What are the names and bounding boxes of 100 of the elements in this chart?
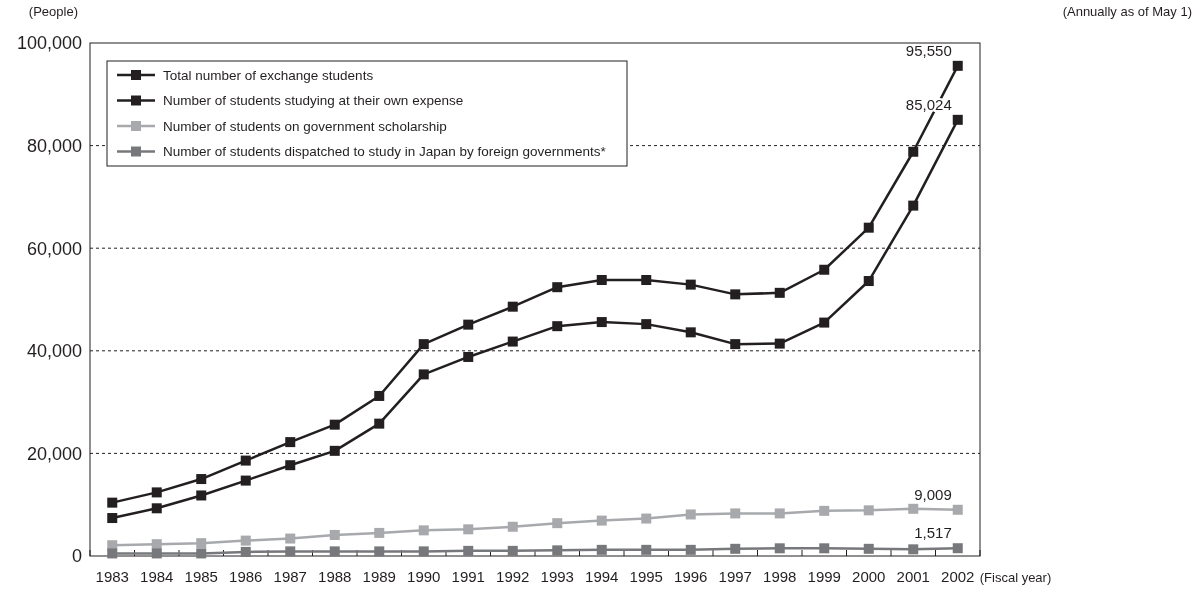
point [641,275,652,286]
point [329,529,340,540]
point [507,521,518,532]
point [774,543,785,554]
x-tick-label: 2002 [941,568,975,585]
data-label: 9,009 [914,485,952,503]
x-tick-label: 1990 [407,568,441,585]
point [685,279,696,290]
point [151,487,162,498]
point [730,543,741,554]
point [418,339,429,350]
x-tick-label: 1988 [318,568,352,585]
point [196,474,207,485]
point [285,533,296,544]
point [552,518,563,529]
point [863,543,874,554]
x-tick-label: 1983 [95,568,129,585]
point [240,455,251,466]
point [863,505,874,516]
point [507,301,518,312]
y-tick-label: 100,000 [16,33,82,54]
point [908,544,919,555]
point [552,545,563,556]
legend-label: Number of students dispatched to study in Japan by foreign governments* [163,144,607,160]
point [418,369,429,380]
point [641,513,652,524]
point [285,546,296,557]
point [374,527,385,538]
y-tick-label: 20,000 [26,443,82,464]
point [819,317,830,328]
y-tick-label: 80,000 [26,135,82,156]
y-tick-label: 60,000 [26,238,82,259]
y-tick-label: 40,000 [26,341,82,362]
point [285,460,296,471]
data-label: 95,550 [905,41,952,59]
x-tick-label: 1989 [362,568,396,585]
x-tick-label: 1993 [540,568,574,585]
point [596,317,607,328]
data-label: 1,517 [914,524,952,542]
point [774,338,785,349]
point [952,504,963,515]
point [685,509,696,520]
point [196,490,207,501]
point [374,390,385,401]
x-tick-label: 1991 [451,568,485,585]
x-tick-label: 1985 [184,568,218,585]
point [463,545,474,556]
point [463,524,474,535]
y-axis-title: (People) [28,4,78,19]
point [418,546,429,557]
point [641,544,652,555]
point [908,146,919,157]
point [151,539,162,550]
legend-label: Number of students studying at their own expense [163,93,464,109]
x-tick-label: 1995 [629,568,663,585]
point [329,546,340,557]
point [552,321,563,332]
point [329,445,340,456]
point [107,497,118,508]
x-tick-label: 1986 [229,568,263,585]
point [685,544,696,555]
point [908,503,919,514]
point [908,200,919,211]
point [596,275,607,286]
point [819,543,830,554]
point [374,418,385,429]
point [151,548,162,559]
y-tick-label: 0 [71,546,82,567]
point [730,289,741,300]
x-tick-label: 1999 [807,568,841,585]
point [552,282,563,293]
x-tick-label: 1996 [674,568,708,585]
point [952,114,963,125]
point [418,525,429,536]
point [240,546,251,557]
point [774,508,785,519]
point [819,264,830,275]
x-tick-label: 2001 [896,568,930,585]
point [596,515,607,526]
point [240,535,251,546]
x-tick-label: 1987 [273,568,307,585]
legend-label: Number of students on government scholarship [163,118,447,134]
point [151,503,162,514]
point [641,319,652,330]
point [685,327,696,338]
point [107,548,118,559]
point [819,505,830,516]
point [107,513,118,524]
x-tick-label: 1984 [140,568,174,585]
point [374,546,385,557]
x-tick-label: 1997 [718,568,752,585]
x-tick-label: 1994 [585,568,619,585]
point [863,276,874,287]
point [730,508,741,519]
x-axis-title: (Fiscal year) [979,570,1052,585]
point [240,475,251,486]
point [952,543,963,554]
point [507,545,518,556]
point [774,287,785,298]
x-tick-label: 1992 [496,568,530,585]
